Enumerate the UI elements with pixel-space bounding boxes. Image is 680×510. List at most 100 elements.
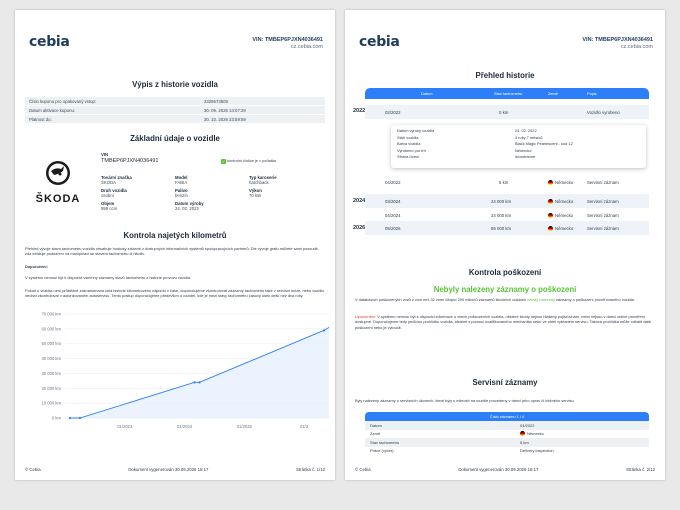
row-km: 24 000 km [491, 198, 512, 204]
row-date: 05/2026 [385, 225, 401, 231]
data-point [322, 329, 326, 332]
km-paragraph-1: V systému nemusí být k dispozici všechny… [25, 275, 192, 280]
row-desc: Vozidlo vyrobeno [587, 109, 620, 115]
vin-header: VIN: TMBEP6PJXN4036491 cz.cebia.com [582, 37, 653, 50]
row-country: Německo [548, 179, 574, 185]
history-row[interactable]: 04/2024 24 000 km Německo Servisní zázna… [365, 208, 649, 222]
history-row[interactable]: 04/2022 5 km Německo Servisní záznam [365, 175, 649, 189]
service-row: Práce (výčet) Delivery inspection [365, 447, 649, 456]
y-tick-label: 70 000 km [41, 312, 61, 317]
field-label: Datum výroby [175, 201, 204, 206]
field-kind: Druh vozidla osobní [101, 188, 175, 198]
row-country: Německo [548, 212, 574, 218]
row-desc: Servisní záznam [587, 212, 619, 218]
popup-value: levostranné [515, 154, 536, 159]
row-date: 02/2022 [385, 109, 401, 115]
site-link[interactable]: cz.cebia.com [620, 44, 653, 50]
damage-p1-end: záznamy o poškození prověřovaného vozidl… [555, 297, 635, 302]
row-km: 59 000 km [491, 225, 512, 231]
coupon-row: Datum aktivace kuponu: 30. 09. 2026 14:07… [25, 106, 325, 115]
field-value: 999 ccm [101, 206, 118, 211]
vin-label: VIN [101, 152, 109, 157]
site-link[interactable]: cz.cebia.com [290, 44, 323, 50]
vin-check-note: ✓ kontrolní číslice je v pořádku [221, 158, 331, 164]
field-power: Výkon 70 kW [249, 188, 323, 198]
field-body: Typ karoserie hatchback [249, 175, 323, 185]
field-value: ŠKODA [101, 180, 117, 185]
row-country-text: Německo [555, 212, 574, 218]
report-page-1: cebia VIN: TMBEP6PJXN4036491 cz.cebia.co… [15, 10, 335, 480]
field-fuel: Palivo benzín [175, 188, 249, 198]
damage-paragraph-1: V databázích poškozených vozů z více než… [355, 297, 655, 302]
row-desc: Servisní záznam [587, 179, 619, 185]
field-value: osobní [101, 193, 114, 198]
service-record-header: Číslo záznamu 1 / 4 [365, 412, 649, 421]
row-desc: Servisní záznam [587, 225, 619, 231]
service-label: Práce (výčet) [370, 448, 394, 454]
row-date: 04/2022 [385, 179, 401, 185]
field-label: Model [175, 175, 188, 180]
row-km: 24 000 km [491, 212, 512, 218]
row-km: 0 km [499, 109, 509, 115]
km-recommend-heading: Doporučení: [25, 264, 48, 269]
page-title: Výpis z historie vozidla [132, 80, 218, 89]
field-value: hatchback [249, 180, 269, 185]
row-country-text: Německo [555, 179, 574, 185]
service-label: Datum [370, 422, 382, 428]
service-label: Stav tachometru [370, 439, 400, 445]
field-value: FABIA [175, 180, 188, 185]
year-label: 2024 [353, 198, 366, 204]
row-country-text: Německo [555, 225, 574, 231]
row-date: 03/2024 [385, 198, 401, 204]
coupon-table: Číslo kuponu pro opakovaný vstup: 2326573… [25, 97, 325, 124]
germany-flag-icon [548, 212, 553, 218]
popup-value: Black Magic Pearlescent - kód 1Z [515, 141, 573, 146]
field-label: Objem [101, 201, 115, 206]
row-country: Německo [548, 225, 574, 231]
popup-value: 4 roky 7 měsíců [515, 134, 543, 140]
history-title: Přehled historie [475, 71, 535, 80]
service-label: Země [370, 431, 381, 437]
vin-block: VIN TMBEP6PJXN4036491 ✓ kontrolní číslic… [101, 152, 331, 164]
footer-generated: Dokument vygenerován 30.09.2026 15:17 [458, 467, 539, 472]
data-point [198, 381, 201, 384]
km-intro: Přehled vývoje stavu tachometru vozidla … [25, 246, 319, 257]
history-row[interactable]: 03/2024 24 000 km Německo Servisní zázna… [365, 194, 649, 208]
popup-value: 24. 02. 2022 [515, 128, 537, 133]
y-tick-label: 30 000 km [41, 371, 61, 376]
coupon-value: 30. 10. 2026 23:59:59 [204, 116, 246, 122]
history-row[interactable]: 02/2022 0 km Vozidlo vyrobeno [365, 105, 649, 119]
service-row: Datum 04/2022 [365, 421, 649, 430]
y-tick-label: 20 000 km [41, 386, 61, 391]
damage-p1-highlight: nebyly nalezeny [526, 297, 555, 302]
germany-flag-icon [548, 198, 553, 204]
skoda-wordmark: ŠKODA [35, 193, 81, 205]
col-desc: Popis [587, 91, 597, 96]
germany-flag-icon [548, 225, 553, 231]
field-value: 24. 02. 2022 [175, 206, 199, 211]
history-row[interactable]: 05/2026 59 000 km Německo Servisní zázna… [365, 221, 649, 235]
coupon-row: Číslo kuponu pro opakovaný vstup: 2326573… [25, 97, 325, 106]
coupon-label: Platnost do: [29, 116, 52, 122]
data-point [193, 381, 196, 384]
area-fill [69, 327, 329, 418]
vin-header-text: VIN: TMBEP6PJXN4036491 [252, 37, 323, 43]
field-value: benzín [175, 193, 188, 198]
field-label: Typ karoserie [249, 175, 277, 180]
row-km: 5 km [499, 179, 509, 185]
km-check-title: Kontrola najetých kilometrů [123, 231, 227, 240]
field-label: Druh vozidla [101, 188, 127, 193]
y-tick-label: 0 km [52, 416, 62, 421]
vin-header-text: VIN: TMBEP6PJXN4036491 [582, 37, 653, 43]
germany-flag-icon [520, 431, 525, 437]
production-details-popup: Datum výroby vozidla 24. 02. 2022 Stáří v… [391, 125, 646, 168]
year-label: 2026 [353, 225, 366, 231]
service-row: Stav tachometru 5 km [365, 438, 649, 447]
vin-header: VIN: TMBEP6PJXN4036491 cz.cebia.com [252, 37, 323, 50]
y-tick-label: 10 000 km [41, 401, 61, 406]
service-intro: Byly nalezeny záznamy o servisních úkone… [355, 398, 575, 403]
field-label: Palivo [175, 188, 188, 193]
coupon-value: 2326573509 [204, 98, 228, 104]
col-country: Země [548, 91, 558, 96]
mileage-chart: 0 km 10 000 km 20 000 km 30 000 km 40 000 km… [41, 312, 330, 429]
